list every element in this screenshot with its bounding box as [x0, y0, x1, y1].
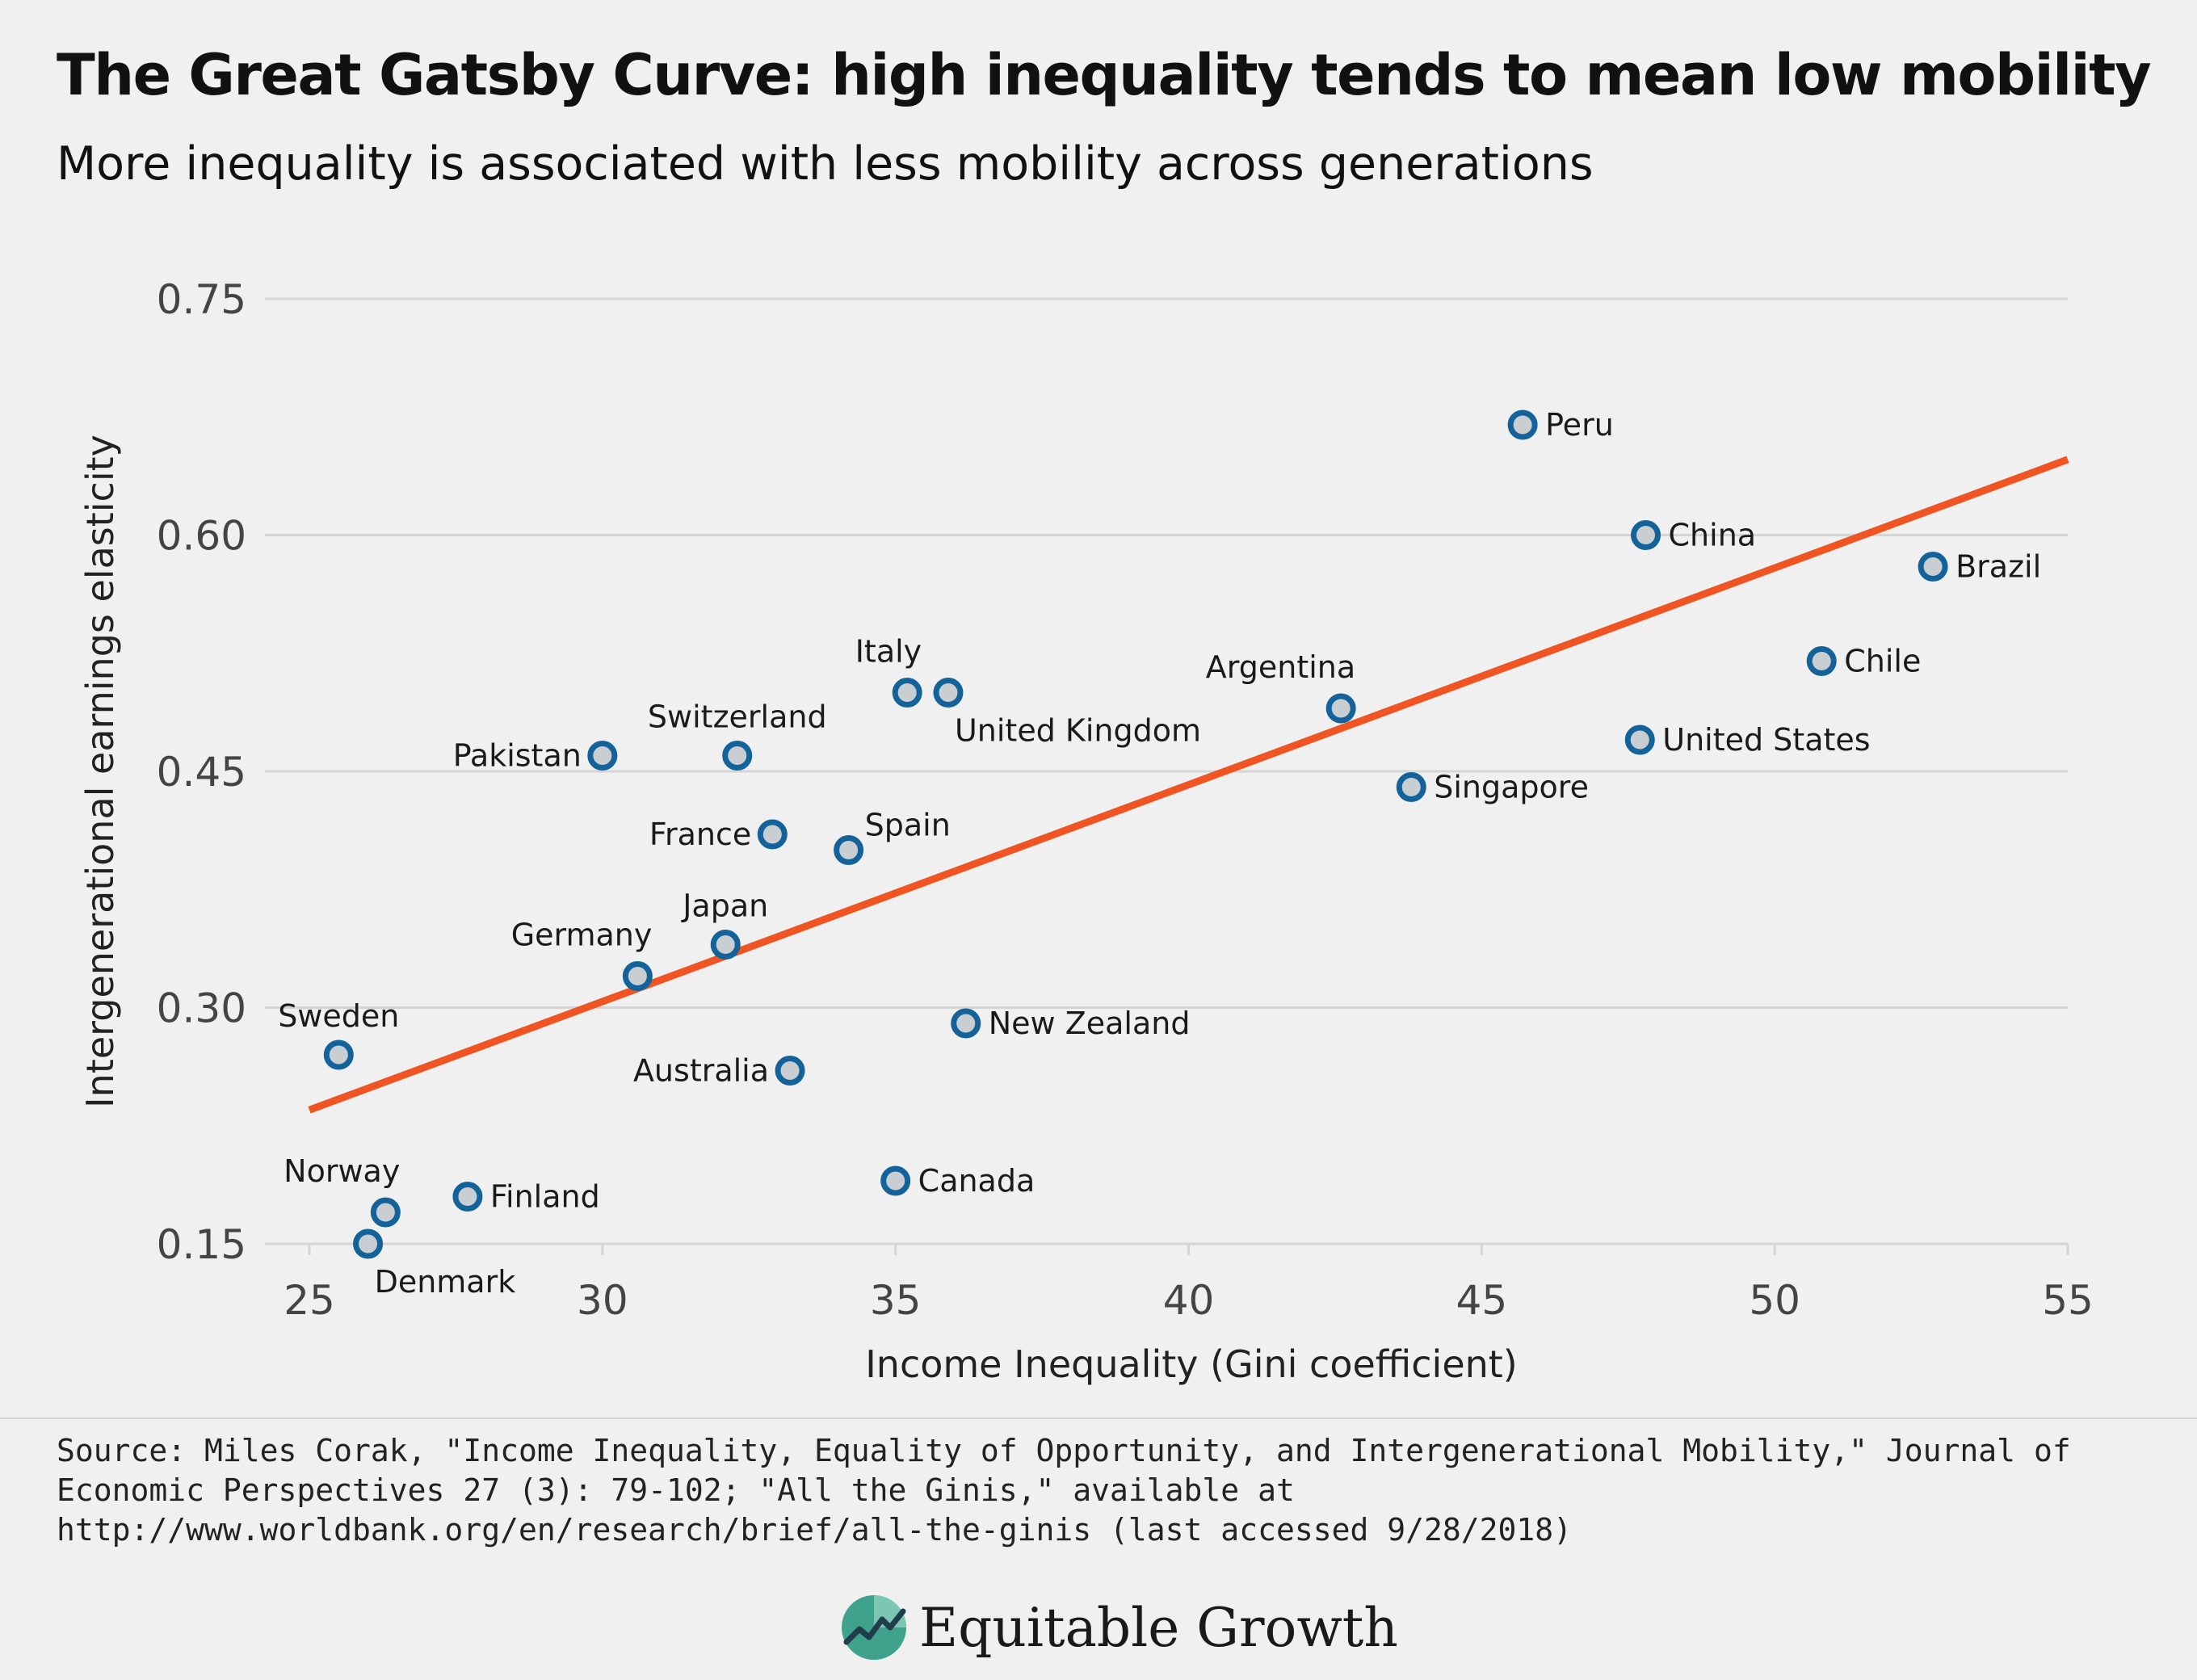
- logo-text: Equitable Growth: [919, 1596, 1398, 1659]
- data-point: [880, 1166, 911, 1196]
- point-label: Singapore: [1434, 770, 1589, 805]
- x-axis-title: Income Inequality (Gini coefficient): [865, 1342, 1518, 1386]
- point-label: Italy: [855, 634, 922, 670]
- data-point: [452, 1182, 483, 1212]
- x-tick-label: 35: [870, 1277, 922, 1324]
- chart-subtitle: More inequality is associated with less …: [57, 137, 1594, 191]
- point-label: Chile: [1844, 644, 1921, 679]
- point-label: Spain: [865, 808, 951, 843]
- data-point: [933, 678, 964, 708]
- point-label: France: [649, 817, 751, 852]
- point-label: New Zealand: [989, 1006, 1191, 1041]
- point-label: Denmark: [375, 1264, 516, 1300]
- y-tick-label: 0.30: [157, 985, 246, 1032]
- point-label: Sweden: [278, 998, 399, 1034]
- y-axis-title: Intergenerational earnings elasticity: [78, 435, 122, 1108]
- data-point: [892, 678, 922, 708]
- data-point: [757, 819, 788, 850]
- x-tick-label: 30: [577, 1277, 628, 1324]
- data-point: [622, 961, 653, 991]
- data-point: [1918, 552, 1948, 582]
- x-tick-label: 55: [2042, 1277, 2094, 1324]
- point-label: Canada: [918, 1163, 1035, 1199]
- x-tick-label: 50: [1749, 1277, 1800, 1324]
- data-point: [951, 1008, 981, 1039]
- x-tick-label: 45: [1456, 1277, 1508, 1324]
- point-label: Japan: [681, 888, 768, 924]
- y-tick-label: 0.75: [157, 276, 246, 323]
- point-label: Argentina: [1206, 649, 1355, 685]
- point-label: United Kingdom: [955, 713, 1201, 749]
- data-point: [587, 741, 618, 771]
- data-point: [1325, 693, 1356, 724]
- data-point: [1396, 772, 1426, 802]
- y-tick-label: 0.15: [157, 1221, 246, 1268]
- trendline: [308, 456, 2069, 1114]
- point-label: Norway: [284, 1153, 400, 1189]
- equitable-growth-logo: Equitable Growth: [840, 1587, 1398, 1668]
- data-point: [370, 1197, 401, 1228]
- data-point: [1507, 410, 1538, 440]
- point-label: Pakistan: [453, 738, 582, 774]
- point-label: Germany: [511, 918, 653, 953]
- y-tick-label: 0.60: [157, 513, 246, 560]
- point-label: China: [1669, 518, 1757, 553]
- point-label: Australia: [633, 1053, 769, 1089]
- y-tick-label: 0.45: [157, 749, 246, 796]
- data-point: [1631, 520, 1661, 550]
- data-point: [353, 1228, 384, 1259]
- point-label: Brazil: [1955, 549, 2041, 585]
- scatter-chart: 0.15 0.30 0.45 0.60 0.75 25 30 35 40 45 50 55 Income…: [78, 276, 2094, 1386]
- chart-title: The Great Gatsby Curve: high inequality …: [57, 42, 2152, 108]
- point-label: Peru: [1545, 407, 1614, 443]
- data-point: [710, 930, 741, 960]
- x-tick-label: 40: [1163, 1277, 1215, 1324]
- data-point: [775, 1056, 805, 1086]
- data-point: [323, 1040, 354, 1070]
- data-point: [1806, 646, 1837, 676]
- footer-divider: [0, 1418, 2197, 1419]
- source-note: Source: Miles Corak, "Income Inequality,…: [57, 1433, 2071, 1548]
- data-point: [1624, 724, 1655, 755]
- chart-line-logo-icon: [842, 1595, 906, 1660]
- point-label: Switzerland: [648, 699, 827, 735]
- point-label: United States: [1662, 722, 1870, 758]
- data-point: [834, 835, 864, 865]
- point-label: Finland: [490, 1179, 600, 1215]
- x-tick-label: 25: [284, 1277, 335, 1324]
- data-point: [722, 741, 753, 771]
